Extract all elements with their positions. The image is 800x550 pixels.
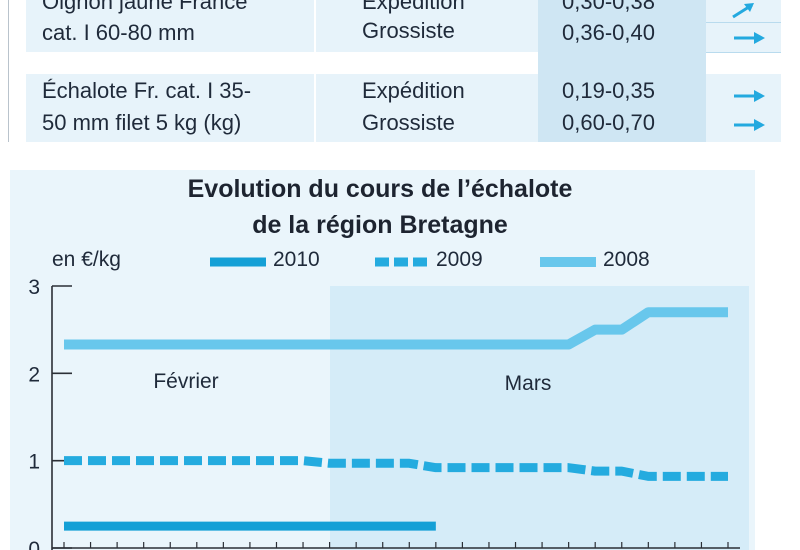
column-divider [314, 0, 316, 52]
market-type: Grossiste [362, 18, 455, 43]
y-tick-label: 1 [28, 451, 40, 474]
right-arrow-icon [734, 119, 765, 131]
trend-separator [706, 52, 781, 53]
price-range: 0,19-0,35 [562, 78, 655, 103]
right-arrow-icon [734, 90, 765, 102]
y-tick-label: 3 [28, 276, 40, 299]
column-divider [314, 74, 316, 142]
legend-label-2010: 2010 [273, 248, 320, 271]
table-left-border [8, 0, 9, 142]
price-range: 0,30-0,38 [562, 0, 655, 14]
month-band-mars [330, 286, 749, 550]
series-line-2009 [64, 456, 728, 481]
market-type: Expédition [362, 78, 465, 103]
series-line-2008 [64, 307, 728, 350]
price-range: 0,60-0,70 [562, 110, 655, 135]
right-arrow-icon [734, 32, 765, 44]
month-label-fevrier: Février [153, 370, 218, 393]
month-label-mars: Mars [505, 372, 552, 395]
market-type: Grossiste [362, 110, 455, 135]
product-name-line1: Échalote Fr. cat. I 35- [42, 78, 252, 103]
legend-label-2009: 2009 [436, 248, 483, 271]
up-arrow-icon [732, 3, 754, 19]
y-tick-label: 0 [28, 538, 40, 550]
trend-separator [706, 22, 781, 23]
product-name-line1: Oignon jaune France [42, 0, 248, 14]
price-table: Oignon jaune France cat. I 60-80 mm Expé… [0, 0, 800, 150]
product-name-line2: cat. I 60-80 mm [42, 20, 195, 45]
unit-label: en €/kg [52, 248, 121, 271]
market-type: Expédition [362, 0, 465, 14]
product-name-line2: 50 mm filet 5 kg (kg) [42, 110, 242, 135]
y-tick-label: 2 [28, 363, 40, 386]
chart-title-line1: Evolution du cours de l’échalote [187, 175, 573, 203]
legend-label-2008: 2008 [603, 248, 650, 271]
chart-title-line2: de la région Bretagne [252, 211, 508, 239]
price-column-band [538, 0, 706, 142]
price-range: 0,36-0,40 [562, 20, 655, 45]
